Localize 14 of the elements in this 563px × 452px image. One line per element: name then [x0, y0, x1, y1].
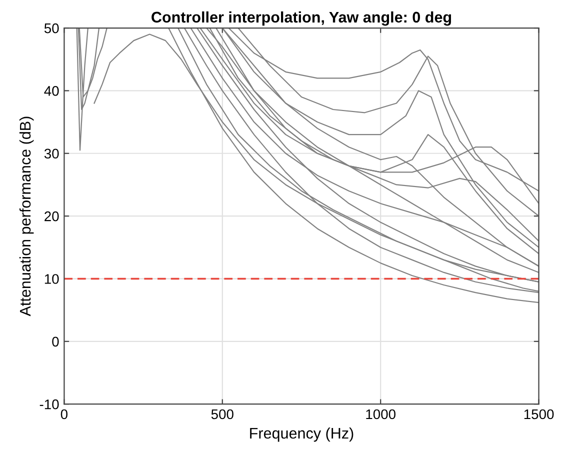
y-tick-label: 20	[44, 211, 59, 222]
x-tick-label: 500	[211, 409, 234, 420]
x-tick-label: 0	[60, 409, 68, 420]
y-tick-label: 10	[44, 274, 59, 284]
x-axis-title: Frequency (Hz)	[250, 427, 354, 442]
y-tick-label: 50	[44, 23, 59, 34]
x-tick-label: 1000	[366, 409, 396, 420]
y-tick-label: 40	[44, 86, 59, 96]
y-tick-label: -10	[40, 399, 59, 410]
y-axis-title: Attenuation performance (dB)	[19, 116, 34, 316]
y-tick-label: 30	[44, 148, 59, 159]
y-tick-label: 0	[52, 336, 59, 347]
x-tick-label: 1500	[524, 409, 554, 420]
chart-title: Controller interpolation, Yaw angle: 0 deg	[152, 11, 452, 26]
